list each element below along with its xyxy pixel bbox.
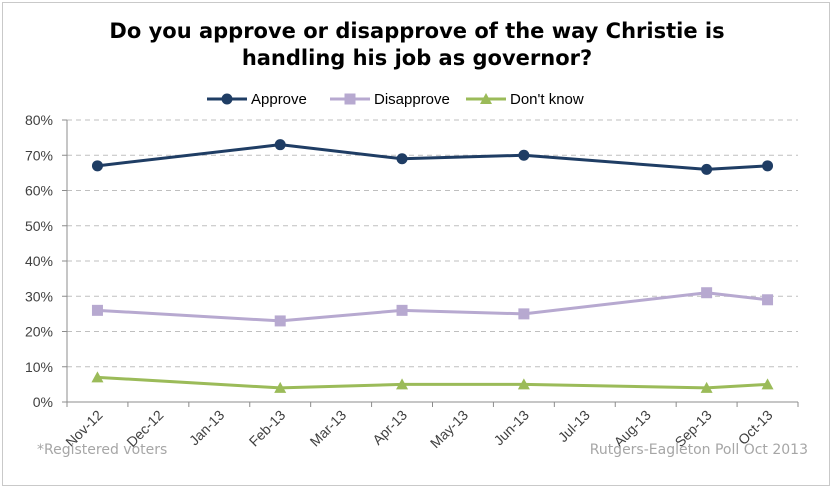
data-point (344, 93, 356, 105)
data-point (91, 304, 103, 316)
legend-entry: Don't know (466, 91, 584, 108)
series-lines (91, 139, 774, 393)
chart-title: Do you approve or disapprove of the way … (0, 18, 834, 72)
y-tick-label: 20% (25, 324, 53, 340)
data-point (701, 287, 713, 299)
data-point (701, 163, 713, 175)
y-tick-label: 40% (25, 253, 53, 269)
y-tick-label: 80% (25, 112, 53, 128)
legend: Approve Disapprove Don't know (207, 91, 584, 108)
data-point (761, 378, 774, 390)
footnote-registered-voters: *Registered voters (37, 442, 168, 458)
data-point (274, 315, 286, 327)
data-point (518, 308, 530, 320)
data-point (480, 93, 492, 104)
data-point (700, 381, 713, 393)
data-point (274, 139, 286, 151)
x-tick-label: Apr-13 (369, 407, 410, 448)
legend-entry: Approve (207, 91, 307, 108)
x-tick-label: Feb-13 (246, 407, 289, 450)
data-point (91, 371, 104, 383)
data-point (396, 378, 409, 390)
x-tick-label: Jun-13 (490, 407, 532, 449)
x-tick-label: Jan-13 (186, 407, 228, 449)
series-line (97, 291, 768, 323)
y-tick-label: 30% (25, 288, 53, 304)
y-tick-label: 50% (25, 218, 53, 234)
y-tick-label: 70% (25, 147, 53, 163)
data-point (221, 93, 233, 105)
y-axis-tick-labels: 0% 10% 20% 30% 40% 50% 60% 70% 80% (25, 112, 53, 410)
legend-label: Approve (251, 91, 307, 108)
data-point (762, 160, 774, 172)
x-tick-label: Mar-13 (307, 407, 350, 450)
chart-title-line-2: handling his job as governor? (241, 46, 593, 70)
chart-title-line-1: Do you approve or disapprove of the way … (109, 19, 725, 43)
data-point (517, 378, 530, 390)
data-point (396, 153, 408, 165)
data-point (396, 304, 408, 316)
y-tick-label: 10% (25, 359, 53, 375)
y-tick-label: 60% (25, 183, 53, 199)
data-point (518, 149, 530, 161)
x-tick-label: Jul-13 (555, 407, 593, 445)
series-line (97, 375, 768, 390)
data-point (91, 160, 103, 172)
y-tick-label: 0% (33, 394, 53, 410)
legend-label: Disapprove (374, 91, 450, 108)
legend-label: Don't know (510, 91, 584, 108)
data-point (274, 381, 287, 393)
data-point (762, 294, 774, 306)
axes (62, 119, 799, 407)
series-line (97, 143, 768, 171)
x-tick-label: May-13 (427, 407, 471, 451)
legend-entry: Disapprove (330, 91, 450, 108)
footnote-poll-source: Rutgers-Eagleton Poll Oct 2013 (589, 442, 808, 458)
